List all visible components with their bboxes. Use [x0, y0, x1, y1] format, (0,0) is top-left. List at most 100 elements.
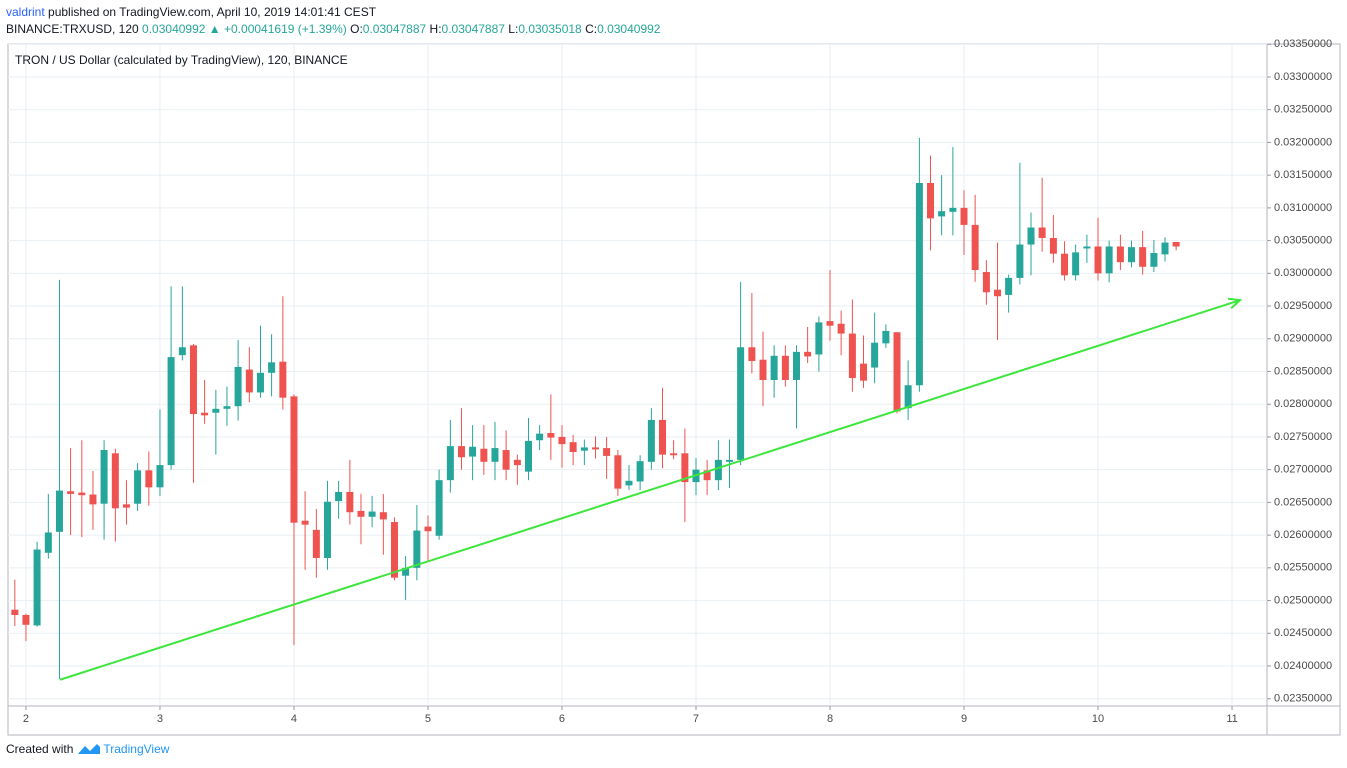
candle-body	[156, 465, 164, 488]
candle-body	[1172, 241, 1180, 247]
candle-body	[893, 332, 901, 412]
candle-body	[837, 323, 845, 334]
candle-body	[536, 433, 544, 441]
candle-body	[402, 567, 410, 576]
high-label: H:	[429, 22, 442, 36]
candle-body	[636, 461, 644, 482]
candle-body	[781, 355, 789, 381]
candle-body	[614, 455, 622, 489]
footer: Created with TradingView	[6, 742, 169, 756]
x-tick-label: 4	[291, 713, 297, 725]
y-tick-label: 0.03050000	[1274, 235, 1332, 247]
candle-body	[748, 347, 756, 362]
candle-body	[201, 412, 209, 416]
y-tick-label: 0.03150000	[1274, 169, 1332, 181]
candle-body	[469, 446, 477, 457]
y-tick-label: 0.03000000	[1274, 267, 1332, 279]
candle-body	[256, 372, 264, 393]
candle-body	[949, 207, 957, 212]
annotations	[59, 300, 1240, 681]
candle-body	[413, 530, 421, 568]
open-label: O:	[350, 22, 363, 36]
candle-body	[558, 436, 566, 445]
candle-body	[591, 447, 599, 450]
y-tick-label: 0.02600000	[1274, 529, 1332, 541]
candle-body	[1061, 253, 1069, 276]
symbol: BINANCE:TRXUSD, 120	[6, 22, 139, 36]
candle-body	[1150, 253, 1158, 267]
candle-body	[1027, 227, 1035, 245]
candle-body	[346, 491, 354, 513]
candle-body	[1116, 246, 1124, 263]
candle-body	[1072, 252, 1080, 276]
candle-body	[446, 446, 454, 481]
candle-body	[670, 453, 678, 456]
candle-body	[435, 480, 443, 536]
candle-body	[1139, 247, 1147, 267]
high-value: 0.03047887	[441, 22, 505, 36]
trend-line	[59, 300, 1240, 681]
candle-body	[1005, 277, 1013, 295]
y-tick-label: 0.02650000	[1274, 496, 1332, 508]
x-tick-label: 9	[961, 713, 967, 725]
grid	[8, 43, 1267, 706]
candle-body	[245, 369, 253, 393]
candle-body	[178, 347, 186, 356]
candle-body	[134, 470, 142, 504]
candle-body	[189, 345, 197, 415]
candle-body	[67, 491, 75, 494]
candles	[11, 137, 1180, 680]
candle-body	[1128, 247, 1136, 263]
candle-body	[122, 504, 130, 508]
y-tick-label: 0.02850000	[1274, 365, 1332, 377]
candle-body	[580, 447, 588, 451]
quote-line: BINANCE:TRXUSD, 120 0.03040992 ▲ +0.0004…	[6, 22, 660, 36]
author[interactable]: valdrint	[6, 5, 45, 19]
candle-body	[524, 440, 532, 472]
candle-body	[22, 614, 30, 625]
last-price: 0.03040992	[142, 22, 206, 36]
candle-body	[547, 433, 555, 438]
brand[interactable]: TradingView	[103, 742, 170, 756]
x-tick-label: 5	[425, 713, 431, 725]
candle-body	[1161, 242, 1169, 255]
candle-body	[658, 419, 666, 455]
y-tick-label: 0.03100000	[1274, 202, 1332, 214]
x-tick-label: 8	[827, 713, 833, 725]
y-tick-label: 0.02350000	[1274, 693, 1332, 705]
candle-body	[55, 490, 63, 532]
candle-body	[1049, 237, 1057, 254]
candle-body	[770, 355, 778, 381]
candle-body	[994, 289, 1002, 297]
candle-body	[457, 446, 465, 458]
low-label: L:	[508, 22, 519, 36]
y-tick-label: 0.02750000	[1274, 431, 1332, 443]
candle-body	[1083, 246, 1091, 249]
x-tick-label: 2	[23, 713, 29, 725]
candle-body	[390, 522, 398, 578]
y-tick-label: 0.02900000	[1274, 333, 1332, 345]
candle-body	[301, 520, 309, 525]
candle-body	[33, 549, 41, 626]
candle-body	[167, 357, 175, 466]
candle-body	[234, 366, 242, 407]
open-value: 0.03047887	[362, 22, 427, 36]
y-tick-label: 0.02700000	[1274, 464, 1332, 476]
candle-body	[100, 450, 108, 504]
candle-body	[737, 347, 745, 460]
candle-body	[960, 207, 968, 225]
candle-body	[971, 224, 979, 271]
candle-body	[145, 470, 153, 488]
change: ▲ +0.00041619 (+1.39%)	[208, 22, 347, 36]
y-tick-label: 0.03200000	[1274, 136, 1332, 148]
candle-body	[89, 494, 97, 505]
y-tick-label: 0.02400000	[1274, 660, 1332, 672]
candle-body	[848, 333, 856, 379]
candle-body	[804, 351, 812, 357]
candle-body	[11, 609, 19, 615]
candle-body	[111, 453, 119, 509]
candle-body	[44, 532, 52, 553]
candle-body	[223, 406, 231, 409]
x-tick-label: 11	[1226, 713, 1237, 725]
